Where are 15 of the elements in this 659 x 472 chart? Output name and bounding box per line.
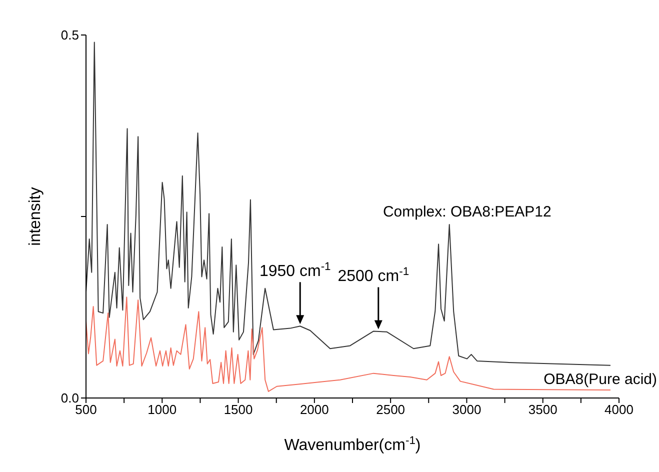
- line-series: [86, 42, 611, 366]
- x-tick-label: 2000: [300, 402, 329, 418]
- series-label: Complex: OBA8:PEAP12: [382, 204, 552, 220]
- annotation: 1950 cm$^{-1}$: [259, 261, 331, 280]
- x-tick-label: 3000: [452, 402, 482, 418]
- x-tick-label: 1500: [224, 402, 253, 418]
- y-axis-title: intensity: [27, 187, 44, 246]
- x-tick-label: 2500: [376, 402, 406, 418]
- y-tick-label: 0.5: [60, 28, 79, 43]
- x-axis-title: Wavenumber(cm$^{-1}$): [284, 435, 421, 454]
- x-tick-label: 4000: [604, 402, 634, 418]
- x-tick-label: 1000: [148, 402, 177, 418]
- series-label: OBA8(Pure acid): [544, 371, 657, 388]
- x-tick-label: 3500: [528, 402, 558, 418]
- annotation: 2500 cm$^{-1}$: [338, 266, 410, 286]
